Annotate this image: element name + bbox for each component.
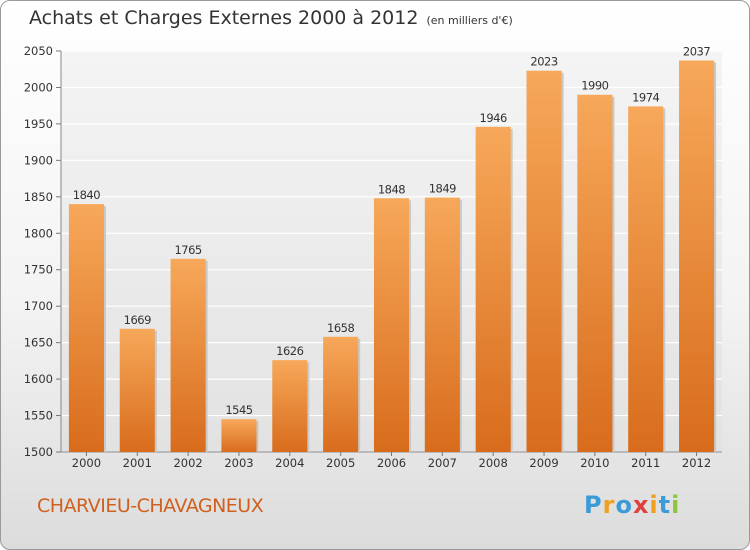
data-label: 1946 <box>480 111 507 125</box>
bar <box>679 60 715 452</box>
x-tick-label: 2012 <box>682 456 711 470</box>
x-tick-label: 2002 <box>173 456 202 470</box>
bar <box>628 106 664 452</box>
bar <box>577 94 613 452</box>
bar <box>221 419 257 452</box>
data-label: 1658 <box>327 321 354 335</box>
town-name: CHARVIEU-CHAVAGNEUX <box>37 495 264 517</box>
y-tick-label: 1550 <box>24 409 53 423</box>
y-tick-label: 1850 <box>24 190 53 204</box>
y-tick-label: 1500 <box>24 445 53 459</box>
y-tick-label: 1650 <box>24 336 53 350</box>
title-unit: (en milliers d'€) <box>426 14 513 27</box>
proxiti-logo: Proxiti <box>584 491 680 519</box>
data-label: 1545 <box>225 403 252 417</box>
data-label: 1974 <box>632 90 659 104</box>
data-label: 2037 <box>683 44 710 58</box>
x-tick-label: 2000 <box>72 456 101 470</box>
data-label: 1848 <box>378 182 405 196</box>
y-tick-label: 2050 <box>24 44 53 58</box>
data-label: 1990 <box>581 79 608 93</box>
data-label: 1626 <box>276 344 303 358</box>
y-tick-label: 1700 <box>24 299 53 313</box>
logo-letter: t <box>658 491 672 519</box>
bar <box>373 198 410 452</box>
x-tick-label: 2001 <box>123 456 152 470</box>
logo-letter: P <box>584 491 603 519</box>
data-label: 1849 <box>429 182 456 196</box>
chart-title: Achats et Charges Externes 2000 à 2012 (e… <box>29 7 513 29</box>
x-tick-label: 2011 <box>631 456 660 470</box>
data-label: 2023 <box>530 55 557 69</box>
x-tick-label: 2004 <box>275 456 304 470</box>
x-tick-label: 2006 <box>377 456 406 470</box>
x-tick-label: 2003 <box>224 456 253 470</box>
x-tick-label: 2007 <box>428 456 457 470</box>
x-tick-label: 2008 <box>479 456 508 470</box>
y-tick-label: 1750 <box>24 263 53 277</box>
y-tick-label: 1800 <box>24 226 53 240</box>
bar <box>475 126 511 453</box>
bar <box>170 258 206 452</box>
bar <box>272 360 308 452</box>
x-tick-label: 2009 <box>529 456 558 470</box>
logo-letter: o <box>615 491 633 519</box>
data-label: 1669 <box>124 313 151 327</box>
bar <box>323 336 359 452</box>
y-tick-label: 1950 <box>24 117 53 131</box>
logo-letter: i <box>671 491 681 519</box>
y-tick-label: 2000 <box>24 80 53 94</box>
y-tick-label: 1600 <box>24 372 53 386</box>
logo-letter: x <box>632 491 650 519</box>
bar <box>68 204 104 452</box>
x-tick-label: 2005 <box>326 456 355 470</box>
bar <box>119 328 155 452</box>
data-label: 1765 <box>174 243 201 257</box>
bar <box>526 70 562 452</box>
x-tick-label: 2010 <box>580 456 609 470</box>
logo-letter: r <box>602 491 616 519</box>
logo-letter: i <box>649 491 659 519</box>
title-text: Achats et Charges Externes 2000 à 2012 <box>29 7 419 29</box>
data-label: 1840 <box>73 188 100 202</box>
bar <box>424 197 460 452</box>
y-tick-label: 1900 <box>24 153 53 167</box>
